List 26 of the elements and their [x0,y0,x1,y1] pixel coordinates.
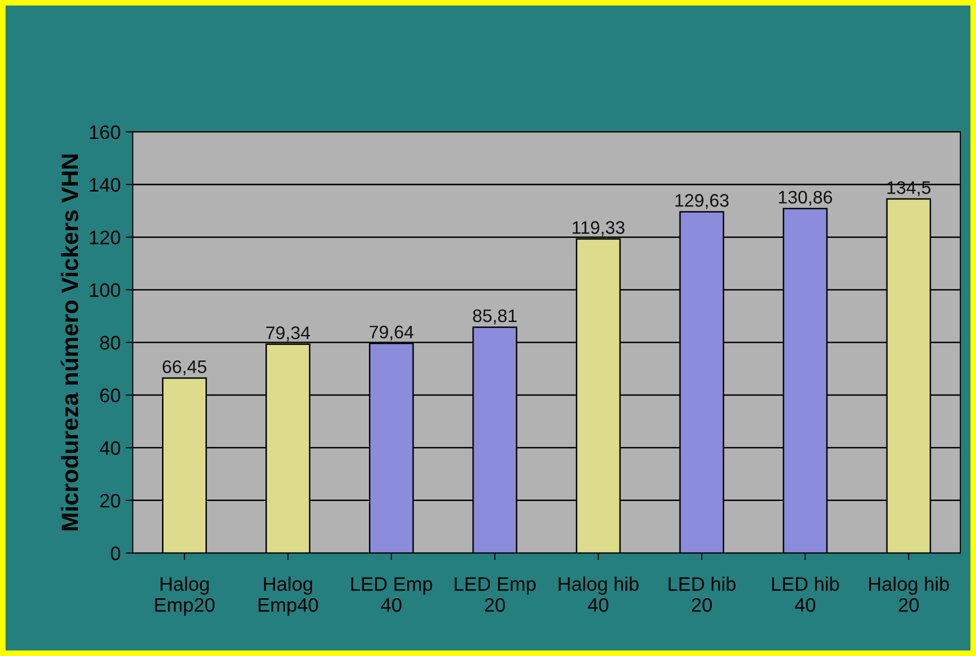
x-tick-label: LED Emp 40 [351,577,432,612]
y-tick-label: 140 [90,178,120,192]
y-tick-label: 120 [90,230,120,244]
x-tick-label: LED hib 20 [668,576,736,612]
y-tick-label: 100 [90,283,120,298]
y-tick-label: 160 [90,125,120,140]
x-tick-label: Halog hib 20 [869,576,949,612]
data-label: 130,86 [778,190,832,206]
data-label: 85,81 [473,309,517,324]
x-tick-label: LED hib 40 [772,576,839,612]
y-tick-label: 40 [100,441,120,455]
data-label: 119,33 [572,221,624,236]
y-tick-label: 0 [110,546,120,560]
y-tick-label: 60 [100,388,120,402]
data-label: 129,63 [676,194,729,209]
x-tick-label: Halog hib 40 [558,576,639,612]
data-label: 66,45 [162,360,206,376]
x-tick-label: Halog Emp40 [258,576,318,616]
y-tick-label: 80 [100,336,120,350]
y-axis-title: Microdureza número Vickers VHN [60,154,78,530]
data-label: 79,64 [370,326,414,341]
x-tick-label: LED Emp 20 [454,577,536,612]
x-tick-label: Halog Emp20 [155,576,215,616]
y-tick-label: 20 [100,494,120,508]
data-label: 79,34 [266,326,310,342]
data-label: 134,5 [887,181,930,196]
